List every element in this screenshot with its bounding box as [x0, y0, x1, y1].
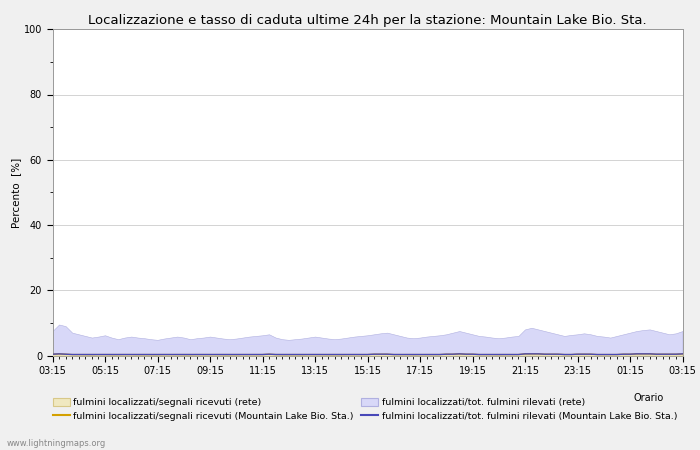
Title: Localizzazione e tasso di caduta ultime 24h per la stazione: Mountain Lake Bio. : Localizzazione e tasso di caduta ultime …	[88, 14, 647, 27]
Y-axis label: Percento  [%]: Percento [%]	[11, 157, 21, 228]
Text: www.lightningmaps.org: www.lightningmaps.org	[7, 439, 106, 448]
Text: Orario: Orario	[634, 393, 664, 403]
Legend: fulmini localizzati/segnali ricevuti (rete), fulmini localizzati/segnali ricevut: fulmini localizzati/segnali ricevuti (re…	[52, 398, 678, 421]
